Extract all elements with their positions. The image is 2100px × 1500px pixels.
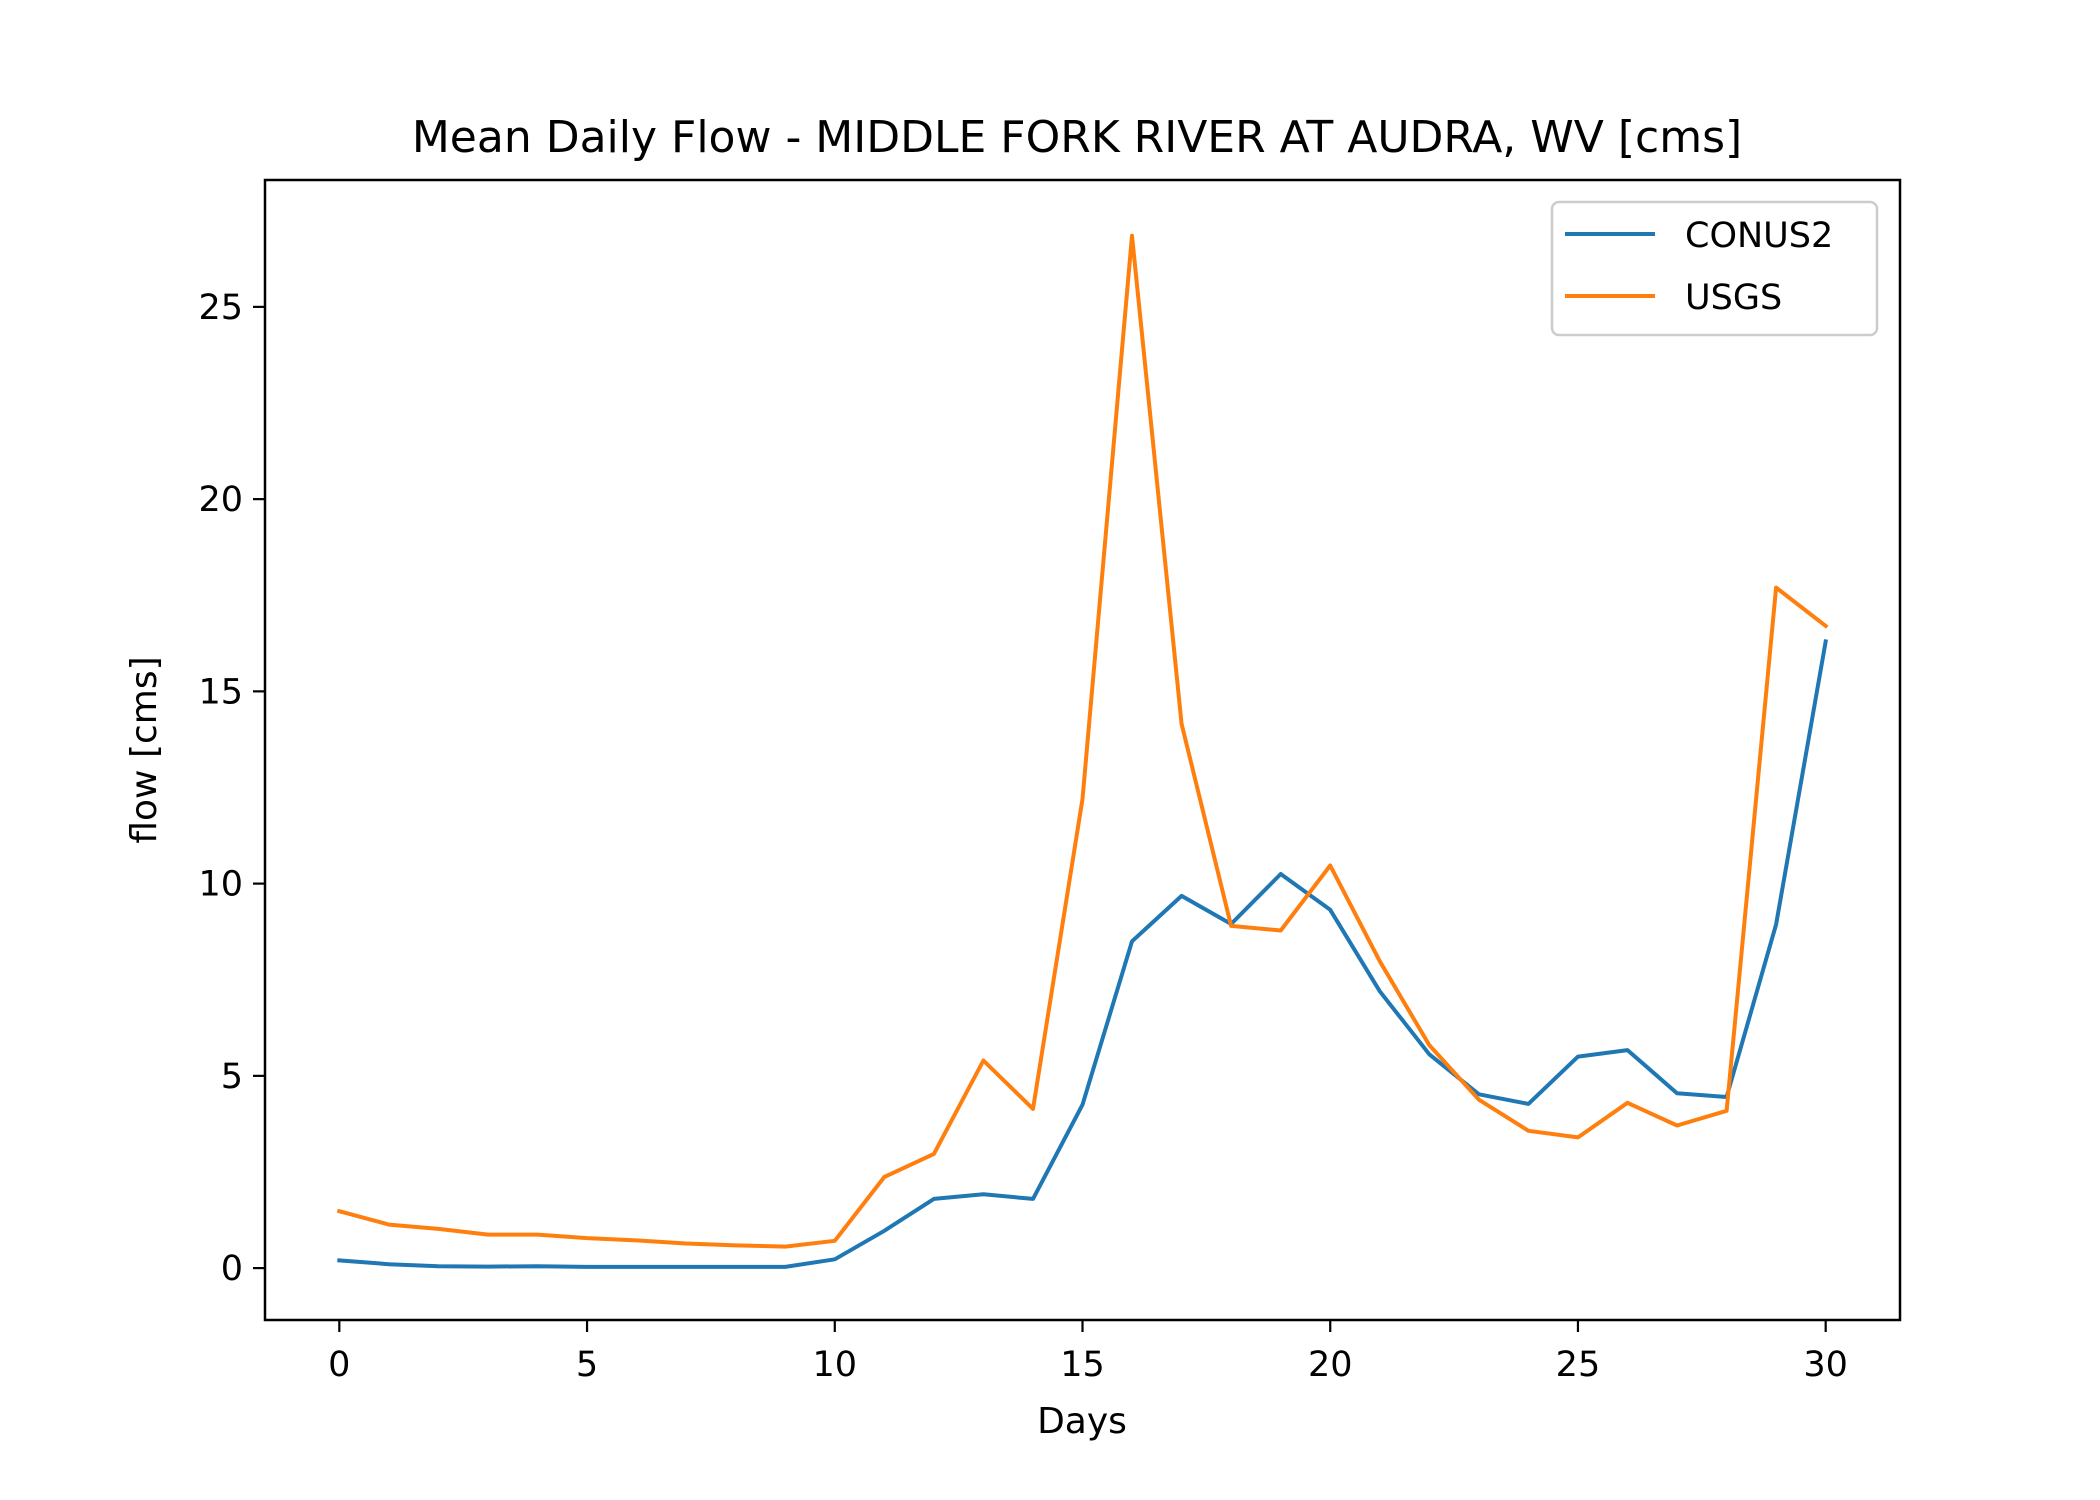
legend-entries: CONUS2 USGS — [1565, 216, 1833, 318]
legend: CONUS2 USGS — [1550, 200, 1879, 337]
plot-area: 0 5 10 15 20 25 30 0 5 10 15 20 25 — [198, 178, 1902, 1385]
x-axis-label: Days — [1037, 1401, 1127, 1442]
chart-title: Mean Daily Flow - MIDDLE FORK RIVER AT A… — [412, 112, 1742, 163]
x-tick-label: 0 — [328, 1345, 350, 1385]
y-tick-label: 25 — [198, 288, 243, 328]
y-tick-label: 20 — [198, 480, 243, 520]
x-tick-label: 5 — [576, 1345, 598, 1385]
legend-label-conus2: CONUS2 — [1685, 216, 1833, 256]
x-tick-label: 30 — [1803, 1345, 1848, 1385]
series-conus2 — [337, 639, 1829, 1269]
y-tick-label: 0 — [221, 1249, 243, 1289]
y-axis-label: flow [cms] — [124, 656, 165, 843]
series-layer — [336, 233, 1829, 1269]
y-axis-ticks: 0 5 10 15 20 25 — [198, 288, 265, 1289]
x-tick-label: 20 — [1308, 1345, 1353, 1385]
y-tick-label: 5 — [221, 1057, 243, 1097]
x-tick-label: 25 — [1556, 1345, 1601, 1385]
x-tick-label: 15 — [1060, 1345, 1105, 1385]
x-axis-ticks: 0 5 10 15 20 25 30 — [328, 1320, 1848, 1385]
legend-label-usgs: USGS — [1685, 278, 1782, 318]
y-tick-label: 15 — [198, 672, 243, 712]
y-tick-label: 10 — [198, 865, 243, 905]
series-usgs — [336, 233, 1829, 1249]
x-tick-label: 10 — [812, 1345, 857, 1385]
